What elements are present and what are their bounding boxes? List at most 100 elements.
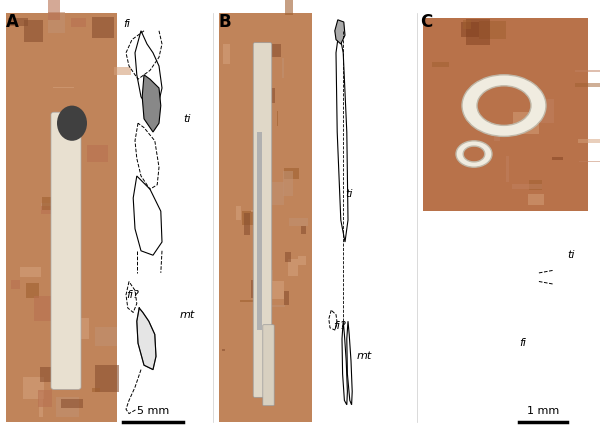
Text: B: B [219,13,232,31]
Text: A: A [6,13,19,31]
Bar [528,194,544,205]
Bar [283,171,293,195]
Bar [6,13,117,422]
Bar [552,157,563,161]
Bar [236,206,241,220]
Bar [61,399,83,408]
Text: fi?: fi? [126,290,139,300]
Text: ti: ti [345,189,353,198]
Bar [219,13,312,422]
Polygon shape [135,31,162,110]
Bar [580,161,600,162]
Polygon shape [342,321,347,405]
Bar [479,21,506,39]
Bar [64,244,65,247]
Bar [513,112,539,134]
Bar [95,365,119,392]
Bar [288,259,298,276]
Bar [49,0,59,20]
Bar [284,0,293,15]
Polygon shape [347,321,352,405]
Bar [47,12,65,33]
Bar [265,88,275,103]
Bar [38,392,43,417]
Polygon shape [137,308,156,370]
Bar [26,282,39,298]
Bar [301,226,306,234]
Bar [298,256,306,265]
Bar [463,20,471,29]
Bar [52,319,55,331]
Bar [256,271,273,282]
Bar [41,205,62,214]
Bar [512,183,542,190]
Bar [259,44,281,57]
Polygon shape [133,176,162,255]
Bar [266,304,284,308]
Polygon shape [142,75,161,132]
Bar [75,276,77,287]
Bar [529,180,542,191]
Bar [506,156,509,182]
Bar [34,296,51,321]
Bar [494,126,500,141]
Text: ti: ti [183,114,191,124]
Bar [8,18,28,26]
Bar [461,22,479,37]
Bar [244,213,250,235]
Polygon shape [447,254,553,300]
Bar [289,218,308,226]
Polygon shape [457,321,503,365]
Bar [95,327,116,346]
Bar [42,197,59,210]
Bar [251,280,261,298]
Bar [11,280,20,289]
Ellipse shape [57,106,87,141]
Bar [272,281,284,299]
Bar [284,168,299,180]
Text: fi: fi [519,338,526,348]
Text: mt: mt [180,310,195,319]
Text: mt: mt [357,352,372,361]
Bar [23,378,44,399]
Bar [423,229,588,422]
Bar [240,300,256,302]
Bar [24,20,43,42]
Bar [268,182,284,205]
Bar [284,291,289,305]
Bar [64,224,65,259]
Bar [223,44,230,64]
Bar [20,267,41,277]
FancyBboxPatch shape [253,43,272,397]
FancyBboxPatch shape [263,325,274,406]
Bar [114,67,131,75]
Bar [466,19,490,45]
Bar [575,83,600,87]
Bar [221,349,226,351]
Bar [40,367,56,382]
Bar [433,62,449,66]
Bar [71,18,86,27]
Text: ti: ti [567,250,575,260]
Bar [282,58,284,78]
Bar [251,209,267,213]
Bar [578,139,600,143]
Bar [242,211,266,225]
Bar [532,99,554,123]
Text: 1 mm: 1 mm [527,406,559,416]
Text: fi?: fi? [333,321,346,330]
Bar [423,18,588,211]
Bar [38,389,52,407]
Bar [257,132,262,330]
Text: fi: fi [123,19,130,29]
Bar [87,145,108,161]
Polygon shape [336,31,348,242]
Bar [66,318,89,339]
Bar [41,203,54,209]
Bar [92,17,113,38]
Polygon shape [335,20,345,44]
Bar [56,397,79,417]
Bar [575,70,600,72]
FancyBboxPatch shape [51,112,81,389]
Bar [285,252,291,262]
